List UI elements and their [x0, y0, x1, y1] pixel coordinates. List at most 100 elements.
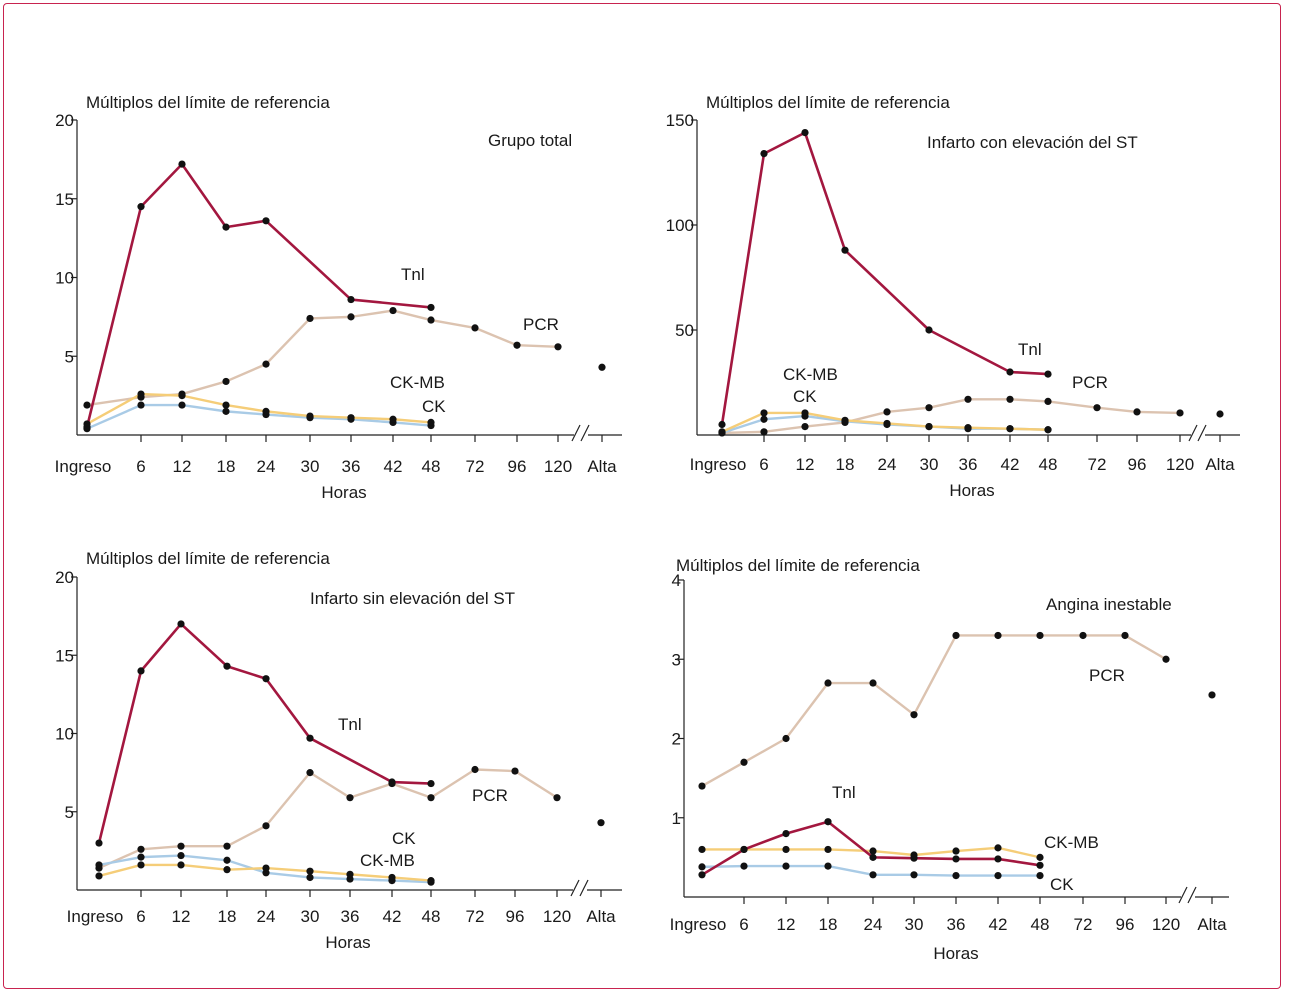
data-point-ck-mb: [223, 866, 231, 874]
data-point-ck: [869, 871, 877, 879]
data-point-pcr: [1093, 404, 1101, 412]
data-point-pcr: [925, 404, 933, 412]
series-label-pcr: PCR: [1072, 373, 1108, 392]
data-point-pcr: [1079, 631, 1087, 640]
data-point-ck-mb: [389, 415, 397, 423]
data-point-pcr: [740, 758, 748, 766]
x-tick-label: 120: [543, 907, 571, 926]
series-label-tni: Tnl: [832, 783, 856, 802]
x-tick-label: 48: [422, 907, 441, 926]
x-tick-label: 72: [1074, 915, 1093, 934]
x-tick-label: 96: [1128, 455, 1147, 474]
y-tick-label: 15: [55, 190, 74, 209]
data-point-pcr: [427, 794, 435, 802]
data-point-ck-mb: [262, 407, 270, 415]
data-point-ck-mb: [952, 847, 960, 855]
y-tick-label: 150: [666, 111, 694, 130]
series-label-tni: Tnl: [1018, 340, 1042, 359]
data-point-tni: [952, 855, 960, 863]
x-tick-label: 6: [136, 907, 145, 926]
data-point-tni: [427, 779, 435, 788]
x-tick-label: Ingreso: [67, 907, 124, 926]
series-label-ck-mb: CK-MB: [1044, 833, 1099, 852]
x-tick-label: 96: [508, 457, 527, 476]
data-point-ck-mb: [346, 870, 354, 878]
data-point-ck-mb: [427, 877, 435, 885]
data-point-ck: [698, 863, 706, 871]
axis-break-mark: [571, 424, 590, 442]
y-tick-label: 50: [675, 321, 694, 340]
series-label-pcr: PCR: [472, 786, 508, 805]
data-point-tni: [1006, 368, 1014, 376]
y-tick-label: 4: [672, 571, 681, 590]
data-point-alta: [598, 363, 606, 371]
data-point-tni: [869, 853, 877, 861]
data-point-tni: [925, 326, 933, 334]
data-point-ck-mb: [760, 409, 768, 417]
x-tick-label: 42: [1001, 455, 1020, 474]
data-point-ck-mb: [177, 861, 185, 869]
x-tick-label: 42: [383, 907, 402, 926]
x-tick-label: Alta: [1197, 915, 1227, 934]
data-point-tni: [1036, 861, 1044, 869]
x-tick-label: 120: [1152, 915, 1180, 934]
data-point-ck-mb: [137, 861, 145, 869]
data-point-pcr: [883, 408, 891, 416]
series-label-ck-mb: CK-MB: [390, 373, 445, 392]
x-tick-label: 42: [989, 915, 1008, 934]
x-tick-label: 30: [905, 915, 924, 934]
data-point-ck: [306, 873, 314, 882]
data-point-tni: [222, 223, 230, 231]
data-point-pcr: [824, 679, 832, 687]
data-point-ck-mb: [801, 409, 809, 417]
y-axis-label: Múltiplos del límite de referencia: [706, 93, 950, 112]
data-point-pcr: [511, 767, 519, 775]
x-tick-label: 18: [217, 457, 236, 476]
x-tick-label: Ingreso: [55, 457, 112, 476]
data-point-alta: [1216, 410, 1224, 418]
data-point-pcr: [801, 423, 809, 431]
y-tick-label: 20: [55, 568, 74, 587]
x-tick-label: 42: [384, 457, 403, 476]
chart-infarto-con-elevacion-st: Múltiplos del límite de referencia Infart…: [666, 93, 1240, 500]
series-label-ck: CK: [422, 397, 446, 416]
data-point-pcr: [952, 631, 960, 640]
data-point-pcr: [306, 769, 314, 777]
data-point-ck-mb: [869, 847, 877, 855]
data-point-ck: [177, 851, 185, 860]
data-point-pcr: [427, 316, 435, 324]
series-label-ck-mb: CK-MB: [360, 851, 415, 870]
data-point-ck: [95, 861, 103, 869]
data-point-tni: [824, 818, 832, 826]
data-point-ck-mb: [388, 873, 396, 882]
data-point-pcr: [1044, 397, 1052, 405]
data-point-ck-mb: [964, 424, 972, 432]
x-tick-label: 30: [920, 455, 939, 474]
data-point-pcr: [471, 765, 479, 774]
data-point-pcr: [1133, 408, 1141, 416]
data-point-ck-mb: [994, 844, 1002, 852]
data-point-ck: [910, 871, 918, 879]
data-point-ck: [222, 407, 230, 415]
x-tick-label: Ingreso: [670, 915, 727, 934]
x-tick-label: 72: [466, 457, 485, 476]
y-axis-label: Múltiplos del límite de referencia: [86, 549, 330, 568]
data-point-ck-mb: [306, 867, 314, 875]
x-tick-label: 12: [796, 455, 815, 474]
y-tick-label: 20: [55, 111, 74, 130]
data-point-tni: [177, 620, 185, 628]
data-point-ck-mb: [1006, 425, 1014, 433]
data-point-pcr: [869, 679, 877, 687]
x-tick-label: 48: [1039, 455, 1058, 474]
series-label-ck: CK: [392, 829, 416, 848]
series-label-tni: Tnl: [338, 715, 362, 734]
chart-infarto-sin-elevacion-st: Múltiplos del límite de referencia Infart…: [55, 549, 622, 952]
x-tick-label: 24: [257, 457, 276, 476]
data-point-ck: [824, 862, 832, 870]
data-point-ck-mb: [698, 845, 706, 854]
y-tick-label: 5: [65, 347, 74, 366]
data-point-pcr: [306, 314, 314, 323]
data-point-ck-mb: [137, 390, 145, 398]
data-point-pcr: [760, 428, 768, 436]
